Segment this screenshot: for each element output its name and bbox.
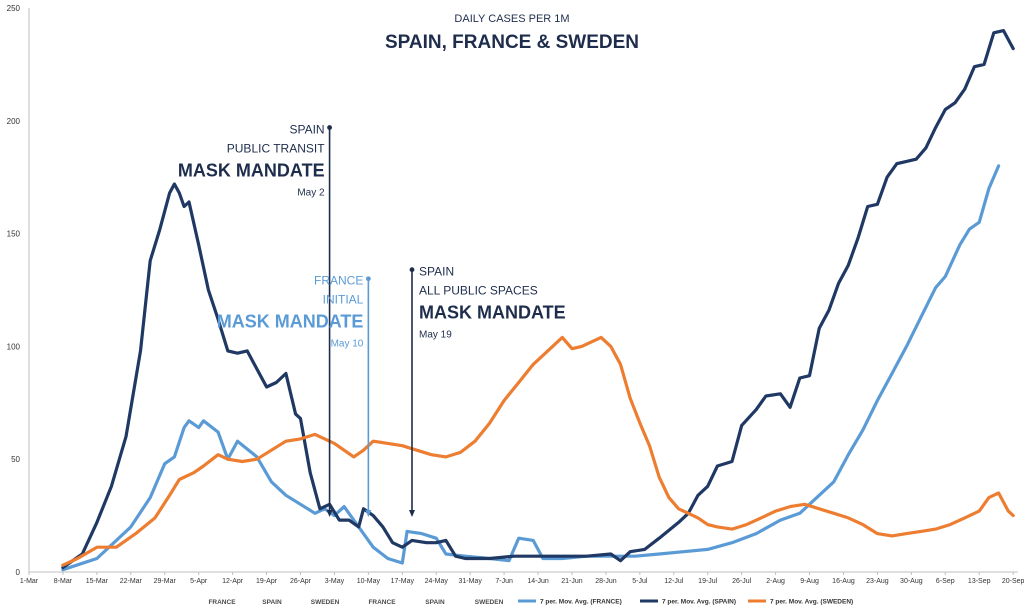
annotation-line-text-spain1: PUBLIC TRANSIT — [227, 142, 325, 156]
x-tick-label: 17-May — [391, 578, 415, 585]
annotation-date-spain1: May 2 — [297, 188, 325, 199]
axis-layer: 0 50 100 150 200 250 1-Mar 8-Mar 15-Mar 22-Mar 29-… — [7, 4, 1024, 606]
x-tick-label: 22-Mar — [120, 578, 143, 585]
chart-title: SPAIN, FRANCE & SWEDEN — [385, 32, 639, 53]
x-tick-label: 20-Sep — [1002, 578, 1024, 585]
x-tick-label: 13-Sep — [968, 578, 991, 585]
x-tick-label: 23-Aug — [866, 578, 889, 585]
annotation-line-text-spain2: ALL PUBLIC SPACES — [419, 284, 538, 298]
annotation-date-spain2: May 19 — [419, 330, 452, 341]
y-tick-label: 200 — [7, 117, 21, 126]
bottom-category-label: FRANCE — [368, 599, 396, 606]
x-tick-label: 14-Jun — [527, 578, 549, 585]
series-line-sweden — [61, 335, 1015, 567]
x-tick-label: 24-May — [425, 578, 449, 585]
x-tick-label: 7-Jun — [495, 578, 513, 585]
x-tick-label: 29-Mar — [154, 578, 177, 585]
bottom-category-label: SWEDEN — [475, 599, 504, 606]
x-tick-label: 21-Jun — [561, 578, 583, 585]
annotation-line-text-france1: INITIAL — [323, 293, 364, 307]
legend-label-spain: 7 per. Mov. Avg. (SPAIN) — [662, 599, 736, 606]
annotation-arrowhead-spain1 — [326, 510, 333, 517]
annotation-layer: SPAIN PUBLIC TRANSIT MASK MANDATE May 2 FRAN… — [178, 123, 566, 517]
x-tick-label: 19-Jul — [698, 578, 718, 585]
chart-subtitle: DAILY CASES PER 1M — [454, 13, 569, 25]
annotation-line-text-spain1: SPAIN — [289, 123, 324, 137]
legend-label-sweden: 7 per. Mov. Avg. (SWEDEN) — [770, 599, 853, 606]
bottom-category-label: FRANCE — [208, 599, 236, 606]
bottom-category-label: SWEDEN — [311, 599, 340, 606]
x-tick-label: 26-Apr — [290, 578, 312, 585]
legend: 7 per. Mov. Avg. (FRANCE) 7 per. Mov. Avg… — [518, 599, 853, 606]
x-tick-label: 5-Apr — [190, 578, 208, 585]
x-tick-label: 6-Sep — [936, 578, 955, 585]
x-tick-label: 9-Aug — [800, 578, 819, 585]
x-tick-label: 10-May — [357, 578, 381, 585]
x-tick-label: 28-Jun — [595, 578, 617, 585]
y-tick-label: 0 — [16, 568, 21, 577]
annotation-arrowhead-spain2 — [408, 510, 415, 517]
annotation-big-spain1: MASK MANDATE — [178, 161, 325, 181]
annotation-big-france1: MASK MANDATE — [217, 312, 364, 332]
annotation-line-text-spain2: SPAIN — [419, 265, 454, 279]
legend-label-france: 7 per. Mov. Avg. (FRANCE) — [540, 599, 622, 606]
x-tick-label: 15-Mar — [86, 578, 109, 585]
annotation-date-france1: May 10 — [331, 339, 364, 350]
y-tick-label: 100 — [7, 342, 21, 351]
series-layer — [61, 29, 1015, 572]
x-tick-label: 5-Jul — [632, 578, 648, 585]
x-tick-label: 12-Jul — [664, 578, 684, 585]
x-tick-label: 12-Apr — [222, 578, 244, 585]
annotation-marker-spain1 — [327, 125, 332, 130]
x-tick-label: 16-Aug — [832, 578, 855, 585]
x-tick-label: 19-Apr — [256, 578, 278, 585]
x-tick-label: 8-Mar — [54, 578, 73, 585]
bottom-category-label: SPAIN — [262, 599, 282, 606]
annotation-big-spain2: MASK MANDATE — [419, 303, 566, 323]
bottom-category-label: SPAIN — [425, 599, 445, 606]
x-tick-label: 1-Mar — [20, 578, 39, 585]
x-tick-label: 2-Aug — [766, 578, 785, 585]
y-tick-label: 50 — [11, 455, 20, 464]
x-tick-label: 3-May — [325, 578, 345, 585]
series-line-spain — [61, 29, 1015, 570]
annotation-marker-france1 — [365, 276, 371, 282]
annotation-line-text-france1: FRANCE — [314, 274, 363, 288]
y-tick-label: 250 — [7, 4, 21, 13]
annotation-arrowhead-france1 — [365, 510, 372, 517]
y-tick-label: 150 — [7, 230, 21, 239]
annotation-marker-spain2 — [409, 267, 415, 273]
x-tick-label: 30-Aug — [900, 578, 923, 585]
x-tick-label: 31-May — [458, 578, 482, 585]
x-tick-label: 26-Jul — [732, 578, 752, 585]
